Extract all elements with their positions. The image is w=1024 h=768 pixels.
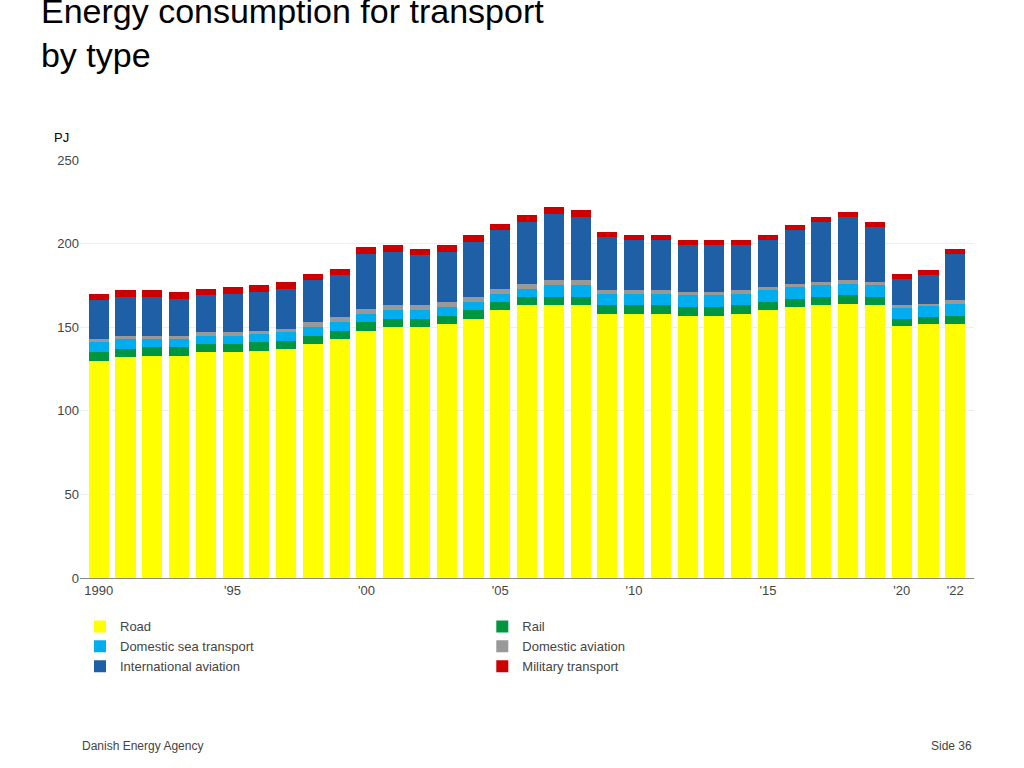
svg-text:Side 36: Side 36 — [931, 739, 972, 753]
svg-text:Danish Energy Agency: Danish Energy Agency — [82, 739, 203, 753]
svg-text:100: 100 — [57, 403, 79, 418]
svg-text:Rail: Rail — [522, 619, 545, 634]
svg-text:International aviation: International aviation — [120, 659, 240, 674]
svg-text:Energy consumption for transpo: Energy consumption for transportby type — [41, 0, 544, 74]
svg-text:Road: Road — [120, 619, 151, 634]
svg-text:Military transport: Military transport — [522, 659, 618, 674]
svg-text:0: 0 — [72, 571, 79, 586]
svg-text:'15: '15 — [759, 583, 776, 598]
svg-text:'05: '05 — [492, 583, 509, 598]
svg-text:1990: 1990 — [84, 583, 113, 598]
svg-text:'00: '00 — [358, 583, 375, 598]
svg-text:PJ: PJ — [54, 130, 69, 145]
svg-text:250: 250 — [57, 153, 79, 168]
svg-text:'95: '95 — [224, 583, 241, 598]
svg-text:150: 150 — [57, 320, 79, 335]
svg-text:'22: '22 — [947, 583, 964, 598]
svg-text:Domestic aviation: Domestic aviation — [522, 639, 625, 654]
svg-text:50: 50 — [65, 487, 79, 502]
svg-text:Domestic sea transport: Domestic sea transport — [120, 639, 254, 654]
svg-text:'20: '20 — [893, 583, 910, 598]
svg-text:'10: '10 — [626, 583, 643, 598]
svg-text:200: 200 — [57, 236, 79, 251]
